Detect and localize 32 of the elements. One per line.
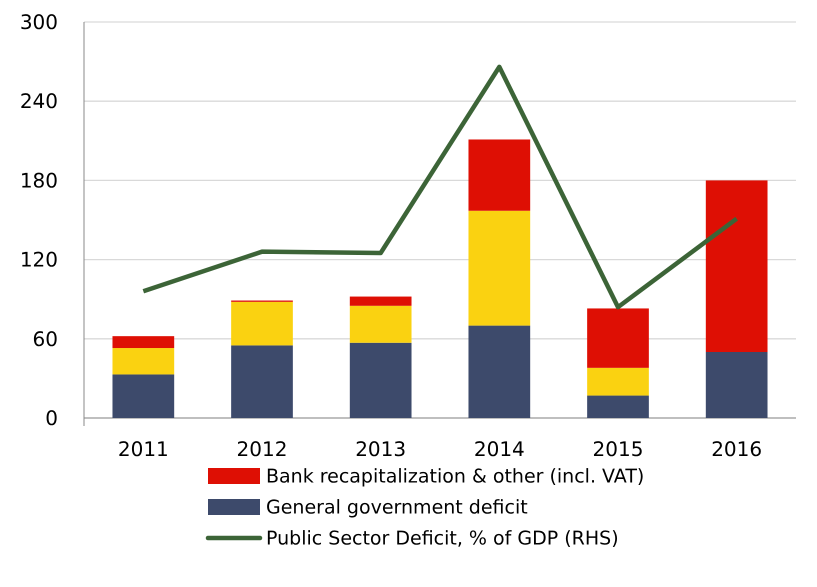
x-tick-label: 2015 bbox=[592, 437, 644, 461]
bar bbox=[231, 302, 293, 346]
bar bbox=[468, 326, 530, 418]
line-series bbox=[141, 64, 739, 310]
bar bbox=[350, 306, 412, 343]
bar bbox=[112, 374, 174, 418]
bar bbox=[231, 345, 293, 418]
bar bbox=[112, 336, 174, 348]
y-tick-label: 180 bbox=[20, 168, 58, 192]
bar bbox=[706, 180, 768, 352]
y-tick-label: 240 bbox=[20, 89, 58, 114]
bar bbox=[112, 348, 174, 374]
y-tick-label: 120 bbox=[20, 248, 58, 272]
y-tick-label: 300 bbox=[20, 10, 58, 34]
bar bbox=[587, 396, 649, 418]
bar bbox=[587, 308, 649, 368]
bar bbox=[468, 139, 530, 211]
bar bbox=[350, 342, 412, 418]
bar bbox=[350, 296, 412, 306]
y-tick-label: 0 bbox=[45, 406, 58, 430]
x-tick-label: 2016 bbox=[711, 437, 762, 461]
x-tick-label: 2012 bbox=[236, 437, 288, 461]
bar bbox=[468, 210, 530, 326]
x-tick-label: 2011 bbox=[118, 437, 169, 461]
x-tick-label: 2013 bbox=[355, 437, 406, 461]
y-tick-label: 60 bbox=[32, 326, 58, 351]
legend-label: Bank recapitalization & other (incl. VAT) bbox=[266, 466, 644, 488]
bar bbox=[706, 352, 768, 418]
bar bbox=[587, 368, 649, 396]
legend-label: General government deficit bbox=[266, 496, 528, 519]
legend-label: Public Sector Deficit, % of GDP (RHS) bbox=[266, 528, 619, 550]
x-tick-label: 2014 bbox=[474, 437, 525, 461]
